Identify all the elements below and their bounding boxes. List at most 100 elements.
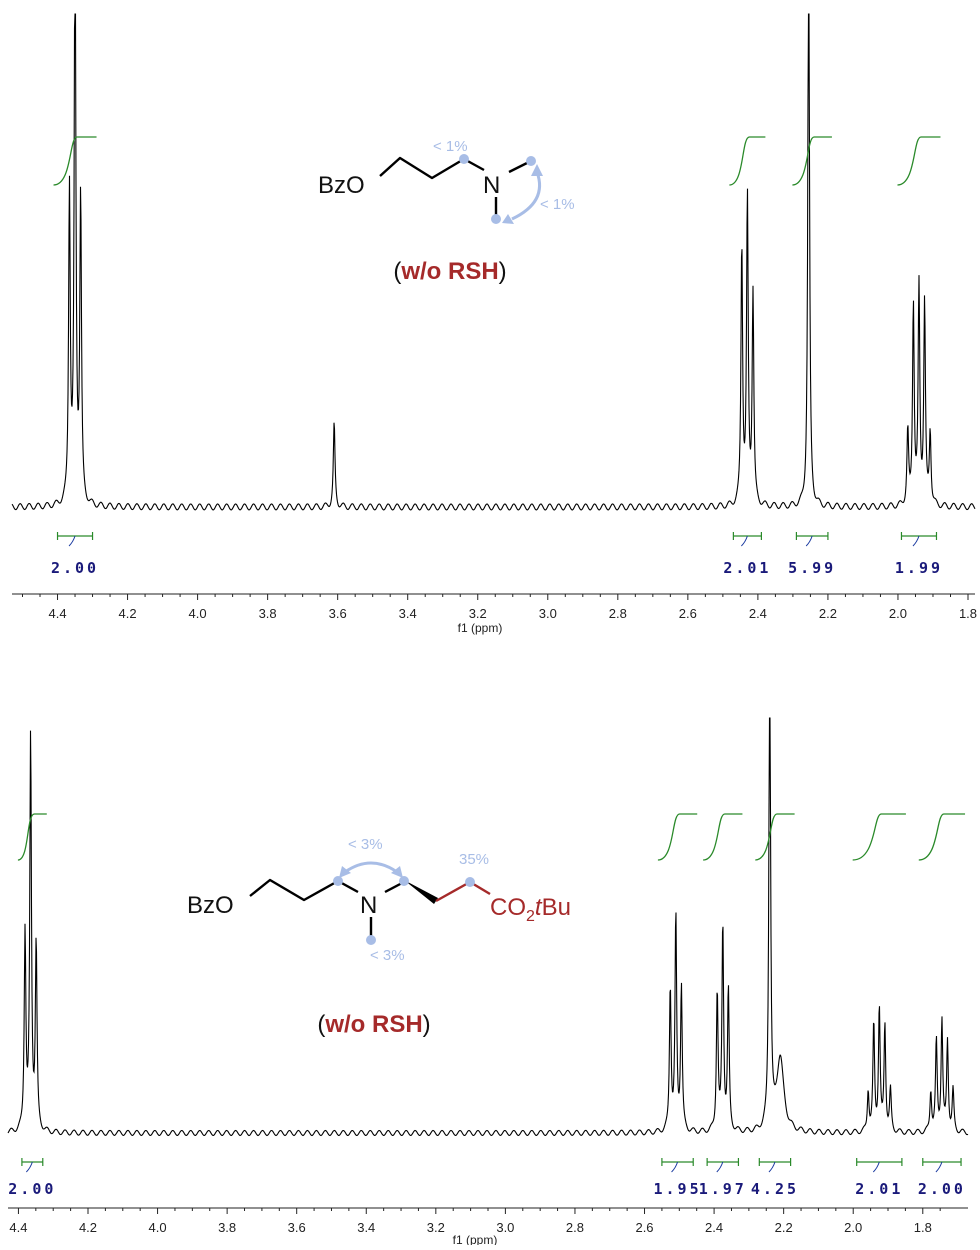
integral-connector: [671, 1161, 679, 1173]
integral-connector: [912, 535, 920, 547]
integral-value: 2.01: [855, 1180, 903, 1198]
exchange-arrow-top: [511, 171, 542, 221]
condition-label-top: (w/o RSH): [393, 258, 506, 285]
arrow-head-top-2: [502, 214, 514, 224]
integral-connector: [68, 535, 76, 547]
exchange-arrow-bottom: [344, 861, 398, 874]
acrylate-bonds-bottom: [435, 880, 491, 903]
integral-connector: [768, 1161, 776, 1173]
integral-curve: [702, 813, 743, 861]
bzo-label-top: BzO: [318, 172, 365, 199]
x-tick-label: 2.0: [889, 606, 907, 621]
integral-connector: [716, 1161, 724, 1173]
integral-value: 2.00: [8, 1180, 56, 1198]
x-tick-label: 4.0: [189, 606, 207, 621]
spectrum-panel-bottom: 2.00 1.951.97 4.25 2.01 2.00 4.4 4.2 4.0 3.8 3.6…: [7, 717, 969, 1247]
integral-connector: [935, 1161, 943, 1173]
x-tick-label: 4.4: [9, 1220, 27, 1235]
x-tick-label: 2.4: [705, 1220, 723, 1235]
x-tick-label: 3.6: [288, 1220, 306, 1235]
annotation-bottom-3: 35%: [459, 851, 489, 868]
integral-value: 4.25: [751, 1180, 799, 1198]
site-dot-bottom-2: [399, 876, 409, 886]
integral-value: 2.01: [723, 559, 771, 577]
x-tick-label: 2.2: [775, 1220, 793, 1235]
site-dot-top-2: [526, 156, 536, 166]
nitrogen-label-bottom: N: [360, 892, 377, 919]
integral-value: 1.97: [699, 1180, 747, 1198]
integral-curves-top: 2.00 2.01 5.99 1.99: [51, 136, 943, 577]
x-tick-label: 3.0: [539, 606, 557, 621]
site-dot-bottom-1: [333, 876, 343, 886]
x-tick-label: 1.8: [914, 1220, 932, 1235]
molecule-bottom: BzO N < 3% < 3% 35% CO2tBu: [187, 836, 571, 964]
spectrum-trace-top: [11, 13, 976, 511]
integral-connector: [25, 1161, 33, 1173]
x-tick-label: 2.2: [819, 606, 837, 621]
bzo-label-bottom: BzO: [187, 892, 234, 919]
integral-curve: [897, 136, 941, 186]
annotation-top-2: < 1%: [540, 196, 575, 213]
integral-curve: [17, 813, 47, 861]
x-axis-label-top: f1 (ppm): [458, 621, 503, 635]
ester-label-bottom: CO2tBu: [490, 894, 571, 925]
x-tick-label: 3.4: [357, 1220, 375, 1235]
x-tick-label: 4.0: [149, 1220, 167, 1235]
integral-curve: [792, 136, 832, 186]
x-tick-label: 4.2: [79, 1220, 97, 1235]
x-tick-label: 3.4: [399, 606, 417, 621]
site-dot-bottom-3: [465, 877, 475, 887]
x-tick-label: 3.6: [329, 606, 347, 621]
x-tick-label: 2.6: [679, 606, 697, 621]
x-axis-label-bottom: f1 (ppm): [453, 1233, 498, 1245]
x-tick-label: 2.4: [749, 606, 767, 621]
integral-value: 1.99: [895, 559, 943, 577]
nitrogen-label-top: N: [483, 172, 500, 199]
x-tick-label: 3.8: [218, 1220, 236, 1235]
spectrum-trace-bottom: [7, 717, 969, 1137]
x-tick-label: 3.8: [259, 606, 277, 621]
x-tick-label: 2.6: [635, 1220, 653, 1235]
annotation-bottom-1: < 3%: [348, 836, 383, 853]
arrow-head-bottom-2: [391, 866, 403, 878]
annotation-bottom-2: < 3%: [370, 947, 405, 964]
x-tick-label: 3.0: [496, 1220, 514, 1235]
arrow-head-bottom-1: [339, 866, 351, 878]
x-axis-top: 4.4 4.2 4.0 3.8 3.6 3.4 3.2 3.0 2.8 2.6 2.4 2.2 2.0 1…: [12, 593, 977, 621]
integral-value: 5.99: [788, 559, 836, 577]
integral-curve: [918, 813, 966, 861]
integral-curves-bottom: 2.00 1.951.97 4.25 2.01 2.00: [8, 813, 966, 1198]
chain-bonds-bottom: [249, 878, 359, 902]
x-axis-bottom: 4.4 4.2 4.0 3.8 3.6 3.4 3.2 3.0 2.8 2.6 2.4 2.2 2.0 1…: [8, 1207, 968, 1235]
integral-connector: [805, 535, 813, 547]
integral-curve: [852, 813, 906, 861]
integral-curve: [53, 136, 97, 186]
site-dot-top-3: [491, 214, 501, 224]
x-tick-label: 4.2: [119, 606, 137, 621]
x-tick-label: 3.2: [469, 606, 487, 621]
molecule-top: BzO N < 1% < 1%: [318, 138, 575, 224]
x-tick-label: 2.8: [566, 1220, 584, 1235]
site-dot-bottom-4: [366, 935, 376, 945]
spectrum-panel-top: 2.00 2.01 5.99 1.99 4.4 4.2 4.0 3.8 3.6 3.4 3.2 3.…: [11, 13, 977, 635]
integral-curve: [729, 136, 766, 186]
annotation-top-1: < 1%: [433, 138, 468, 155]
integral-curve: [657, 813, 698, 861]
site-dot-top-1: [459, 154, 469, 164]
x-tick-label: 2.0: [844, 1220, 862, 1235]
x-tick-label: 2.8: [609, 606, 627, 621]
x-tick-label: 4.4: [48, 606, 66, 621]
integral-curve: [755, 813, 795, 861]
integral-value: 2.00: [918, 1180, 966, 1198]
x-tick-label: 1.8: [959, 606, 977, 621]
x-tick-label: 3.2: [427, 1220, 445, 1235]
integral-value: 2.00: [51, 559, 99, 577]
chain-bonds-top: [379, 156, 485, 180]
integral-connector: [741, 535, 748, 547]
arrow-head-top-1: [531, 164, 543, 176]
condition-label-bottom: (w/o RSH): [317, 1011, 430, 1038]
wedge-bond-bottom: [404, 880, 438, 904]
integral-connector: [872, 1161, 880, 1173]
